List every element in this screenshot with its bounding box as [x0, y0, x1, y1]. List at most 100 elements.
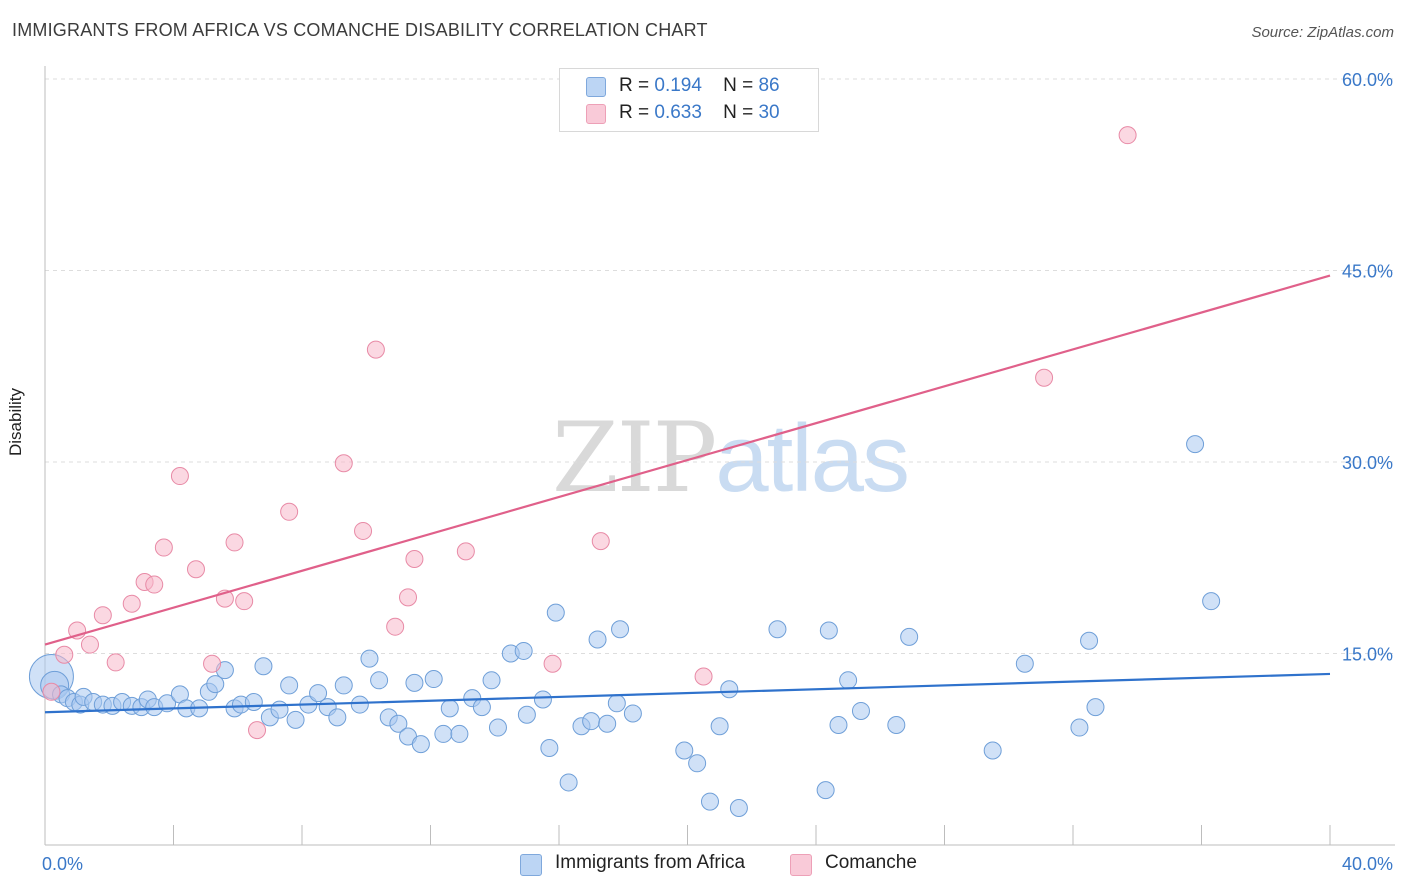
data-point-immigrants-from-africa [607, 694, 626, 713]
y-tick-label: 45.0% [1342, 262, 1393, 282]
data-point-immigrants-from-africa [598, 714, 617, 733]
data-point-comanche [145, 575, 164, 594]
legend-r-value: 0.194 [654, 75, 702, 96]
data-point-immigrants-from-africa [819, 621, 838, 640]
data-point-immigrants-from-africa [623, 704, 642, 723]
data-point-immigrants-from-africa [839, 671, 858, 690]
data-point-immigrants-from-africa [472, 698, 491, 717]
legend-swatch-pink [586, 104, 606, 124]
series-immigrants-from-africa-points [28, 435, 1221, 817]
data-point-immigrants-from-africa [244, 693, 263, 712]
data-point-immigrants-from-africa [488, 718, 507, 737]
data-point-immigrants-from-africa [768, 620, 787, 639]
data-point-immigrants-from-africa [286, 710, 305, 729]
legend-r-value: 0.633 [654, 102, 702, 123]
data-point-immigrants-from-africa [851, 701, 870, 720]
data-point-immigrants-from-africa [328, 708, 347, 727]
axes [44, 66, 1395, 846]
bottom-legend-swatch-blue [520, 854, 542, 876]
data-point-immigrants-from-africa [270, 700, 289, 719]
grid-lines [45, 78, 1395, 654]
data-point-immigrants-from-africa [405, 673, 424, 692]
data-point-comanche [225, 533, 244, 552]
data-point-immigrants-from-africa [1086, 698, 1105, 717]
chart-title: IMMIGRANTS FROM AFRICA VS COMANCHE DISAB… [12, 20, 708, 40]
data-point-immigrants-from-africa [482, 671, 501, 690]
data-point-immigrants-from-africa [983, 741, 1002, 760]
data-point-immigrants-from-africa [829, 715, 848, 734]
data-point-comanche [694, 667, 713, 686]
data-point-comanche [456, 542, 475, 561]
data-point-comanche [1035, 368, 1054, 387]
data-point-comanche [248, 721, 267, 740]
data-point-comanche [55, 645, 74, 664]
legend-r-label: R = [619, 102, 650, 123]
data-point-immigrants-from-africa [411, 735, 430, 754]
bottom-legend-label: Comanche [825, 852, 917, 873]
legend-r-label: R = [619, 75, 650, 96]
data-point-immigrants-from-africa [540, 738, 559, 757]
data-point-comanche [334, 454, 353, 473]
data-point-immigrants-from-africa [434, 724, 453, 743]
data-point-immigrants-from-africa [710, 717, 729, 736]
data-point-immigrants-from-africa [887, 715, 906, 734]
data-point-immigrants-from-africa [206, 675, 225, 694]
y-tick-label: 60.0% [1342, 70, 1393, 90]
data-point-comanche [170, 467, 189, 486]
data-point-immigrants-from-africa [588, 630, 607, 649]
watermark-atlas: atlas [715, 405, 910, 512]
watermark: ZIPatlas [552, 402, 910, 514]
data-point-comanche [80, 635, 99, 654]
data-point-immigrants-from-africa [309, 684, 328, 703]
data-point-comanche [203, 654, 222, 673]
data-point-immigrants-from-africa [517, 705, 536, 724]
data-point-immigrants-from-africa [729, 798, 748, 817]
data-point-immigrants-from-africa [350, 695, 369, 714]
data-point-comanche [386, 617, 405, 636]
legend-n-value: 30 [758, 102, 780, 123]
data-point-immigrants-from-africa [533, 690, 552, 709]
data-point-immigrants-from-africa [514, 641, 533, 660]
data-point-immigrants-from-africa [1080, 631, 1099, 650]
trend-line-immigrants-from-africa [44, 672, 1331, 714]
data-point-immigrants-from-africa [450, 724, 469, 743]
data-point-immigrants-from-africa [360, 649, 379, 668]
data-point-immigrants-from-africa [816, 781, 835, 800]
data-point-comanche [154, 538, 173, 557]
data-point-immigrants-from-africa [389, 714, 408, 733]
data-point-immigrants-from-africa [611, 620, 630, 639]
data-point-comanche [543, 654, 562, 673]
data-point-immigrants-from-africa [688, 754, 707, 773]
y-tick-label: 30.0% [1342, 453, 1393, 473]
data-point-immigrants-from-africa [900, 627, 919, 646]
legend-swatch-blue [586, 77, 606, 97]
correlation-legend: R = 0.194 N = 86 R = 0.633 N = 30 [559, 68, 819, 132]
legend-n-label: N = [723, 75, 754, 96]
data-point-comanche [405, 550, 424, 569]
series-comanche-points [42, 126, 1137, 740]
data-point-immigrants-from-africa [582, 712, 601, 731]
data-point-immigrants-from-africa [559, 773, 578, 792]
data-point-immigrants-from-africa [720, 680, 739, 699]
data-point-comanche [186, 560, 205, 579]
data-point-comanche [106, 653, 125, 672]
bottom-legend-swatch-pink [790, 854, 812, 876]
data-point-immigrants-from-africa [1070, 718, 1089, 737]
data-point-comanche [354, 521, 373, 540]
watermark-zip: ZIP [552, 402, 717, 514]
data-point-comanche [591, 532, 610, 551]
data-point-immigrants-from-africa [1015, 654, 1034, 673]
data-point-comanche [122, 594, 141, 613]
legend-n-label: N = [723, 102, 754, 123]
data-point-immigrants-from-africa [424, 670, 443, 689]
data-point-comanche [366, 340, 385, 359]
data-point-immigrants-from-africa [440, 699, 459, 718]
x-tick-label: 40.0% [1342, 854, 1393, 874]
bottom-legend-label: Immigrants from Africa [555, 852, 746, 873]
data-point-comanche [280, 502, 299, 521]
source-label: Source: ZipAtlas.com [1251, 24, 1394, 41]
data-point-immigrants-from-africa [334, 676, 353, 695]
y-tick-label: 15.0% [1342, 645, 1393, 665]
data-point-comanche [235, 592, 254, 611]
